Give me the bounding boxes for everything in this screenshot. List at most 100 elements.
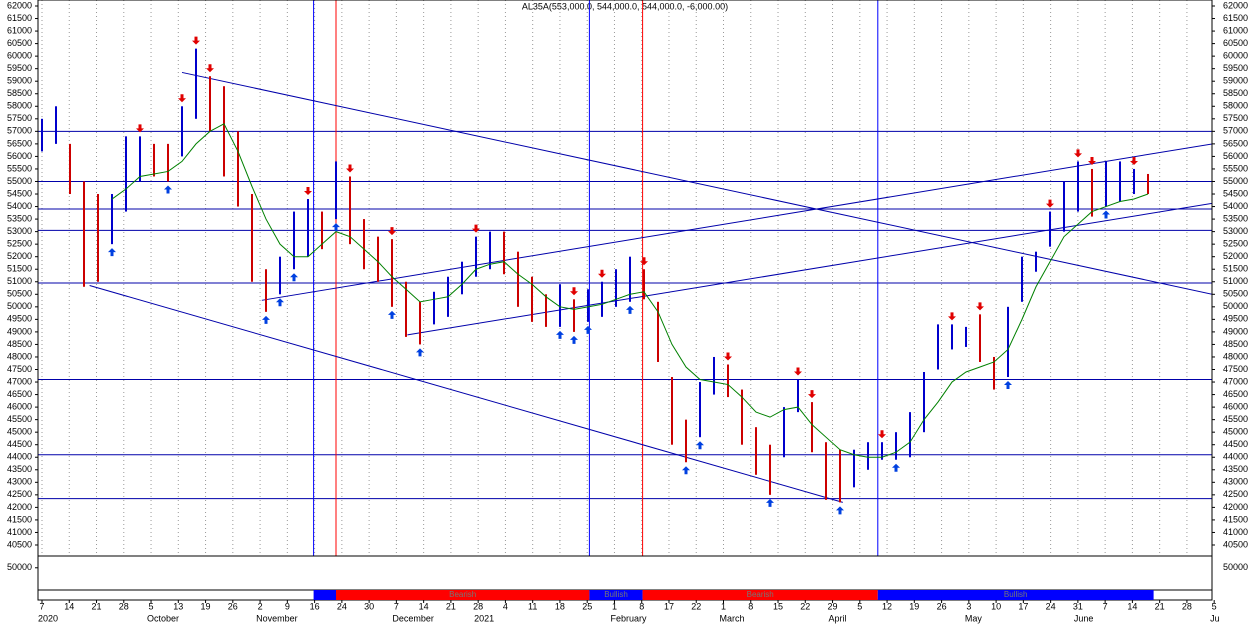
volume-tick-label: 50000 — [1223, 562, 1248, 572]
y-tick-label: 48000 — [7, 351, 32, 361]
y-tick-label: 62000 — [7, 0, 32, 10]
sell-arrow — [794, 367, 802, 376]
y-tick-label: 62000 — [1223, 0, 1248, 10]
y-tick-label: 52000 — [7, 251, 32, 261]
x-tick-label: 7 — [39, 601, 44, 611]
y-tick-label: 61000 — [1223, 25, 1248, 35]
x-tick-label: 8 — [639, 601, 644, 611]
y-tick-label: 58000 — [7, 101, 32, 111]
y-tick-label: 47000 — [1223, 376, 1248, 386]
y-tick-label: 49500 — [7, 314, 32, 324]
y-tick-label: 41500 — [7, 514, 32, 524]
y-tick-label: 42500 — [1223, 489, 1248, 499]
y-tick-label: 61000 — [7, 25, 32, 35]
x-tick-label: 2 — [258, 601, 263, 611]
buy-arrow — [108, 248, 116, 257]
month-label: 2020 — [38, 613, 58, 623]
y-tick-label: 55000 — [7, 176, 32, 186]
sell-arrow — [878, 430, 886, 439]
y-tick-label: 54500 — [1223, 188, 1248, 198]
y-tick-label: 52500 — [7, 239, 32, 249]
buy-arrow — [1102, 210, 1110, 219]
y-tick-label: 42500 — [7, 489, 32, 499]
volume-tick-label: 50000 — [7, 562, 32, 572]
buy-arrow — [164, 185, 172, 194]
buy-arrow — [388, 310, 396, 319]
y-tick-label: 40500 — [1223, 539, 1248, 549]
y-tick-label: 55500 — [7, 163, 32, 173]
month-label: March — [720, 613, 745, 623]
trend-line — [181, 71, 1212, 295]
y-tick-label: 56000 — [7, 151, 32, 161]
x-tick-label: 29 — [828, 601, 838, 611]
y-tick-label: 47500 — [1223, 364, 1248, 374]
regime-band — [589, 590, 643, 600]
y-tick-label: 56000 — [1223, 151, 1248, 161]
y-tick-label: 45000 — [1223, 427, 1248, 437]
y-tick-label: 53500 — [1223, 213, 1248, 223]
y-tick-label: 52500 — [1223, 239, 1248, 249]
sell-arrow — [976, 302, 984, 311]
y-tick-label: 54500 — [7, 188, 32, 198]
moving-average — [111, 123, 1149, 458]
y-tick-label: 44500 — [7, 439, 32, 449]
y-tick-label: 48500 — [7, 339, 32, 349]
y-tick-label: 51500 — [1223, 264, 1248, 274]
y-tick-label: 53000 — [7, 226, 32, 236]
y-tick-label: 46000 — [7, 401, 32, 411]
sell-arrow — [178, 94, 186, 103]
x-tick-label: 24 — [337, 601, 347, 611]
y-tick-label: 48500 — [1223, 339, 1248, 349]
y-tick-label: 56500 — [1223, 138, 1248, 148]
y-tick-label: 60000 — [7, 51, 32, 61]
sell-arrow — [304, 187, 312, 196]
sell-arrow — [136, 124, 144, 133]
month-label: October — [147, 613, 179, 623]
x-tick-label: 26 — [228, 601, 238, 611]
y-tick-label: 57500 — [7, 113, 32, 123]
x-tick-label: 16 — [310, 601, 320, 611]
month-label: November — [256, 613, 298, 623]
x-tick-label: 22 — [691, 601, 701, 611]
y-tick-label: 53000 — [1223, 226, 1248, 236]
y-tick-label: 49500 — [1223, 314, 1248, 324]
y-tick-label: 60500 — [7, 38, 32, 48]
buy-arrow — [626, 305, 634, 314]
y-tick-label: 44500 — [1223, 439, 1248, 449]
buy-arrow — [584, 325, 592, 334]
y-tick-label: 44000 — [7, 452, 32, 462]
x-tick-label: 3 — [966, 601, 971, 611]
y-tick-label: 56500 — [7, 138, 32, 148]
x-tick-label: 21 — [446, 601, 456, 611]
x-tick-label: 12 — [882, 601, 892, 611]
month-label: June — [1074, 613, 1094, 623]
x-tick-label: 17 — [664, 601, 674, 611]
y-tick-label: 50500 — [7, 289, 32, 299]
x-tick-label: 26 — [937, 601, 947, 611]
month-label: December — [392, 613, 434, 623]
x-tick-label: 25 — [582, 601, 592, 611]
regime-band — [642, 590, 878, 600]
y-tick-label: 50000 — [7, 301, 32, 311]
regime-band — [877, 590, 1154, 600]
y-tick-label: 61500 — [1223, 13, 1248, 23]
x-tick-label: 30 — [364, 601, 374, 611]
buy-arrow — [892, 463, 900, 472]
x-tick-label: 14 — [1127, 601, 1137, 611]
x-tick-label: 7 — [394, 601, 399, 611]
buy-arrow — [836, 506, 844, 515]
sell-arrow — [1074, 149, 1082, 158]
y-tick-label: 54000 — [7, 201, 32, 211]
x-tick-label: 4 — [503, 601, 508, 611]
regime-band — [313, 590, 336, 600]
x-tick-label: 17 — [1018, 601, 1028, 611]
x-tick-label: 31 — [1073, 601, 1083, 611]
y-tick-label: 53500 — [7, 213, 32, 223]
x-tick-label: 11 — [528, 601, 537, 611]
buy-arrow — [416, 348, 424, 357]
y-tick-label: 51500 — [7, 264, 32, 274]
sell-arrow — [206, 64, 214, 73]
x-tick-label: 5 — [1212, 601, 1217, 611]
regime-label: Bearish — [747, 590, 774, 599]
y-tick-label: 48000 — [1223, 351, 1248, 361]
